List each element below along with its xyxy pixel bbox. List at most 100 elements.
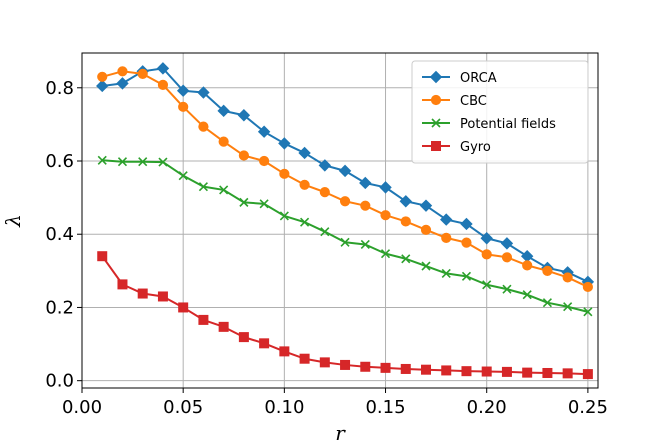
data-point-potential-fields: [441, 268, 451, 278]
y-tick-label: 0.6: [45, 151, 74, 172]
data-point-cbc: [218, 136, 229, 147]
data-point-orca: [298, 146, 311, 160]
data-point-gyro: [157, 291, 168, 302]
data-point-gyro: [421, 364, 431, 375]
data-point-potential-fields: [300, 217, 310, 227]
data-point-potential-fields: [97, 155, 107, 165]
data-point-gyro: [319, 357, 330, 368]
data-point-orca: [379, 181, 392, 194]
legend: ORCA CBC Potential fields Gyro: [411, 60, 589, 164]
data-point-potential-fields: [198, 182, 208, 192]
data-point-gyro: [582, 369, 593, 380]
data-point-potential-fields: [219, 185, 229, 195]
data-point-potential-fields: [542, 298, 552, 308]
data-point-gyro: [198, 314, 209, 325]
legend-label: Gyro: [460, 140, 491, 155]
data-point-gyro: [299, 353, 310, 364]
data-point-potential-fields: [583, 307, 593, 317]
data-point-orca: [480, 232, 493, 245]
legend-marker: [430, 94, 442, 106]
data-point-gyro: [562, 368, 573, 379]
data-point-gyro: [137, 288, 148, 299]
data-point-potential-fields: [117, 157, 128, 167]
data-point-cbc: [481, 249, 492, 260]
x-tick-label: 0.00: [62, 397, 102, 418]
x-tick-label: 0.05: [163, 397, 203, 418]
data-point-cbc: [360, 200, 371, 211]
data-point-cbc: [319, 187, 330, 198]
data-point-gyro: [461, 366, 472, 377]
legend-marker: [431, 118, 441, 128]
data-point-cbc: [299, 179, 310, 190]
data-point-orca: [197, 86, 210, 99]
data-point-potential-fields: [421, 261, 431, 271]
data-point-cbc: [157, 79, 169, 90]
data-point-cbc: [501, 252, 513, 263]
data-point-potential-fields: [461, 271, 472, 281]
data-point-potential-fields: [502, 284, 512, 294]
data-point-orca: [359, 176, 372, 190]
data-point-cbc: [97, 71, 108, 82]
data-point-cbc: [279, 168, 290, 179]
data-point-orca: [237, 109, 251, 122]
x-axis-ticks: 0.00 0.05 0.10 0.15 0.20 0.25: [62, 388, 608, 418]
legend-marker: [431, 141, 441, 151]
data-point-gyro: [542, 367, 553, 378]
x-tick-label: 0.20: [467, 397, 507, 418]
data-point-orca: [460, 217, 473, 231]
data-point-gyro: [481, 366, 492, 377]
data-point-gyro: [340, 359, 351, 370]
data-point-potential-fields: [522, 290, 532, 300]
data-point-cbc: [400, 216, 411, 227]
data-point-potential-fields: [279, 211, 289, 221]
data-point-cbc: [259, 155, 270, 167]
data-point-gyro: [238, 332, 249, 343]
y-tick-label: 0.8: [45, 78, 74, 99]
data-point-gyro: [380, 362, 391, 373]
series-orca: [96, 62, 595, 289]
data-point-orca: [500, 237, 514, 250]
data-point-potential-fields: [138, 157, 148, 167]
legend-marker: [429, 70, 443, 84]
y-axis-label: λ: [1, 214, 25, 228]
data-point-cbc: [542, 265, 553, 276]
data-point-orca: [278, 137, 291, 150]
data-point-cbc: [582, 281, 593, 293]
data-point-potential-fields: [482, 280, 492, 290]
data-point-potential-fields: [158, 157, 168, 167]
data-point-potential-fields: [360, 239, 370, 250]
data-point-gyro: [441, 365, 452, 376]
data-point-cbc: [178, 101, 189, 112]
legend-box: [411, 60, 589, 164]
data-point-gyro: [522, 367, 533, 378]
data-point-cbc: [380, 210, 391, 221]
data-point-orca: [217, 104, 230, 118]
data-point-potential-fields: [320, 227, 330, 237]
data-point-orca: [156, 62, 170, 75]
data-point-gyro: [178, 302, 189, 313]
x-tick-label: 0.15: [365, 397, 405, 418]
data-point-gyro: [360, 361, 371, 372]
legend-item-gyro: Gyro: [422, 140, 491, 155]
data-point-cbc: [339, 196, 351, 207]
series-layer: [96, 62, 595, 380]
data-point-cbc: [461, 237, 472, 248]
series-gyro: [97, 251, 593, 380]
data-point-orca: [440, 213, 453, 226]
data-point-gyro: [259, 338, 270, 349]
data-point-potential-fields: [401, 254, 411, 264]
legend-item-potential-fields: Potential fields: [422, 117, 556, 132]
data-point-cbc: [441, 232, 452, 243]
y-tick-label: 0.2: [45, 297, 74, 318]
legend-item-orca: ORCA: [422, 70, 497, 86]
y-tick-label: 0.4: [45, 224, 74, 245]
legend-label: CBC: [460, 94, 487, 109]
data-point-cbc: [562, 272, 573, 283]
data-point-orca: [257, 125, 271, 138]
y-tick-label: 0.0: [45, 371, 74, 392]
data-point-orca: [318, 159, 332, 172]
legend-label: ORCA: [460, 71, 497, 86]
data-point-orca: [338, 164, 352, 178]
legend-item-cbc: CBC: [422, 94, 487, 109]
